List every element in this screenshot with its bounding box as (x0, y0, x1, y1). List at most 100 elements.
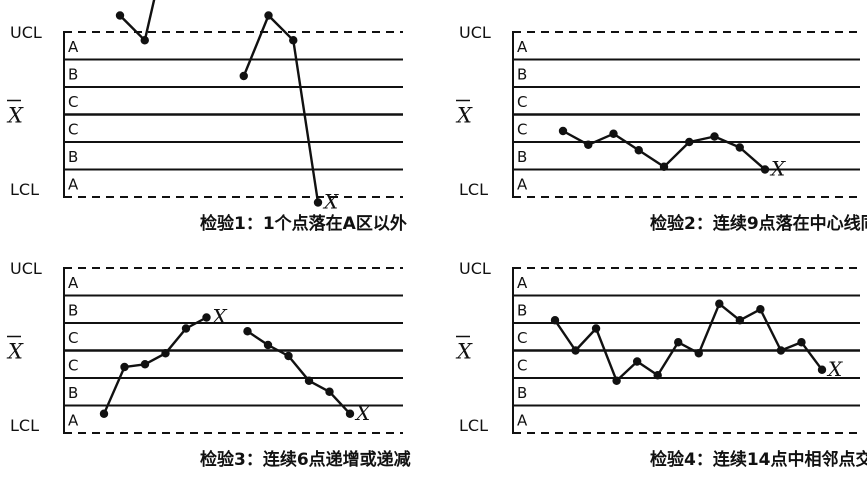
data-point (756, 305, 765, 314)
zone-label-b: B (68, 65, 78, 83)
zone-label-a: A (68, 175, 79, 193)
zone-label-c: C (68, 356, 78, 374)
data-point (263, 340, 273, 350)
data-point (715, 299, 724, 308)
data-point (181, 324, 191, 333)
zone-lines (512, 267, 860, 434)
data-point (325, 387, 334, 396)
zone-label-a: A (68, 274, 79, 292)
ucl-label: UCL (10, 259, 42, 278)
data-point (591, 324, 601, 333)
zone-label-c: C (517, 356, 527, 374)
data-point (735, 316, 745, 325)
data-point (776, 346, 786, 355)
data-point (289, 36, 298, 45)
zone-label-b: B (68, 384, 78, 402)
data-point (313, 198, 323, 207)
data-point (760, 165, 770, 174)
zone-label-b: B (68, 148, 78, 166)
zone-label-c: C (68, 329, 78, 347)
series-line (554, 302, 823, 382)
data-point (120, 362, 129, 372)
data-point (140, 360, 150, 369)
lcl-label: LCL (10, 416, 39, 435)
data-point (674, 338, 683, 347)
data-point (735, 143, 744, 152)
data-point (653, 371, 662, 380)
series-line (102, 316, 208, 415)
data-point (685, 137, 694, 147)
series-line (246, 330, 351, 415)
data-point (817, 365, 827, 374)
data-point (345, 409, 355, 418)
ucl-label: UCL (459, 259, 491, 278)
ucl-label: UCL (10, 23, 42, 42)
x-markers: XX (322, 190, 339, 214)
zone-label-c: C (517, 120, 527, 138)
x-markers: X (826, 357, 843, 381)
data-point (797, 338, 806, 347)
panel-caption: 检验2：连续9点落在中心线同一侧 (650, 213, 867, 234)
zone-label-c: C (68, 93, 78, 111)
data-point (571, 346, 580, 355)
data-series (558, 126, 770, 174)
data-point (304, 376, 314, 385)
data-series (115, 0, 323, 207)
data-point (243, 327, 252, 336)
out-of-control-marker: X (211, 305, 228, 329)
zone-label-c: C (517, 329, 527, 347)
data-point (161, 349, 170, 358)
zone-lines (63, 31, 403, 198)
data-point (264, 11, 273, 20)
out-of-control-marker: X (354, 401, 371, 425)
data-point (659, 162, 669, 171)
data-series (99, 313, 355, 418)
zone-label-c: C (517, 93, 527, 111)
center-line-label: X (455, 104, 473, 128)
out-of-control-marker: X (769, 157, 786, 181)
data-point (710, 132, 719, 141)
data-point (140, 36, 149, 45)
data-point (609, 129, 618, 138)
data-point (550, 316, 560, 325)
zone-label-a: A (517, 38, 528, 56)
data-point (612, 376, 621, 385)
panel-caption: 检验4：连续14点中相邻点交替上下 (650, 449, 867, 470)
ucl-label: UCL (459, 23, 491, 42)
data-point (558, 126, 568, 136)
out-of-control-marker: X (322, 190, 339, 214)
data-point (694, 349, 703, 358)
data-point (239, 71, 248, 81)
data-point (99, 409, 109, 418)
zone-label-a: A (68, 38, 79, 56)
zone-label-a: A (517, 274, 528, 292)
x-markers: X (769, 157, 786, 181)
zone-label-b: B (517, 384, 527, 402)
series-line (119, 0, 156, 42)
data-point (202, 313, 211, 322)
lcl-label: LCL (459, 180, 488, 199)
zone-label-a: A (68, 411, 79, 429)
data-point (632, 357, 642, 366)
series-line (242, 14, 320, 203)
zone-label-a: A (517, 175, 528, 193)
zone-label-b: B (517, 301, 527, 319)
zone-label-a: A (517, 411, 528, 429)
zone-lines (63, 267, 403, 434)
center-line-label: X (455, 340, 473, 364)
zone-label-b: B (68, 301, 78, 319)
data-point (584, 140, 593, 149)
zone-label-c: C (68, 120, 78, 138)
data-point (634, 146, 643, 155)
lcl-label: LCL (459, 416, 488, 435)
x-markers: XX (211, 305, 372, 425)
panel-caption: 检验1：1个点落在A区以外 (200, 213, 407, 234)
